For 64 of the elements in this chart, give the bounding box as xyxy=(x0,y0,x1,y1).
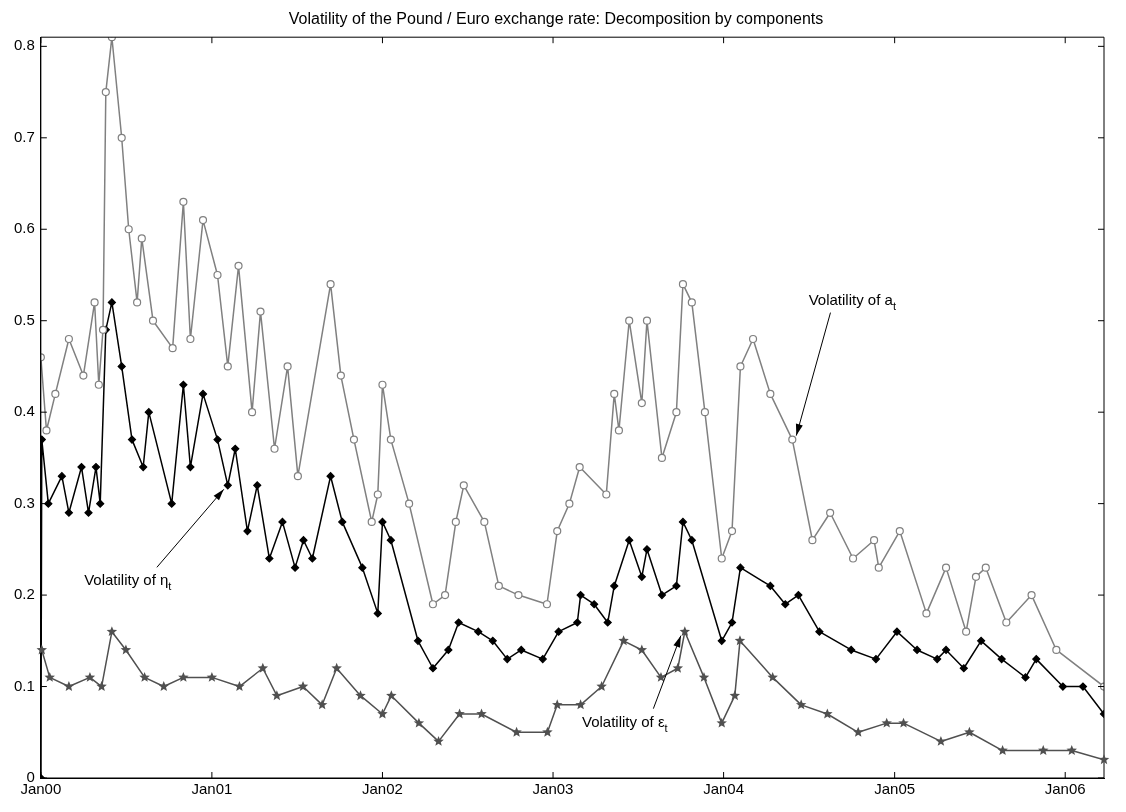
x-tick-label: Jan02 xyxy=(362,780,403,798)
point xyxy=(767,671,778,682)
x-tick-label: Jan04 xyxy=(703,780,745,798)
point xyxy=(511,726,522,737)
y-tick-label: 0.5 xyxy=(13,310,35,328)
point xyxy=(158,681,169,691)
point xyxy=(106,626,118,637)
point xyxy=(386,690,397,701)
point xyxy=(795,699,807,710)
point xyxy=(454,708,465,719)
point xyxy=(377,708,388,719)
y-tick-label: 0.2 xyxy=(13,585,35,603)
point xyxy=(413,717,425,728)
point xyxy=(852,726,864,737)
point xyxy=(1038,745,1049,756)
point xyxy=(596,681,607,691)
x-tick-label: Jan06 xyxy=(1044,780,1086,798)
point xyxy=(1066,745,1077,756)
point xyxy=(355,690,366,701)
point xyxy=(44,671,55,682)
point xyxy=(679,626,691,637)
point xyxy=(552,699,563,710)
point xyxy=(881,717,892,728)
point xyxy=(36,644,48,655)
point xyxy=(997,745,1008,756)
point xyxy=(316,699,328,710)
x-tick-label: Jan05 xyxy=(874,780,916,798)
point xyxy=(734,635,746,646)
point xyxy=(898,717,909,728)
point xyxy=(476,708,487,719)
point xyxy=(542,726,553,737)
point xyxy=(729,690,741,701)
x-tick-label: Jan01 xyxy=(191,780,233,798)
y-tick-label: 0.8 xyxy=(13,36,35,54)
point xyxy=(84,671,96,682)
point xyxy=(1098,754,1110,765)
point xyxy=(331,662,342,673)
point xyxy=(964,726,975,737)
point xyxy=(206,671,218,682)
point xyxy=(234,681,245,691)
point xyxy=(618,635,629,646)
point xyxy=(96,681,107,691)
point xyxy=(822,708,833,719)
point xyxy=(672,662,684,673)
point xyxy=(139,671,150,682)
y-tick-label: 0.7 xyxy=(13,127,35,145)
y-tick-label: 0.1 xyxy=(13,676,35,694)
point xyxy=(297,681,309,691)
point xyxy=(271,690,283,701)
point xyxy=(257,662,269,673)
chart-title: Volatility of the Pound / Euro exchange rate: Decomposition by components xyxy=(288,10,824,28)
point xyxy=(575,699,586,710)
point xyxy=(433,735,444,746)
point xyxy=(120,644,132,655)
x-tick-label: Jan03 xyxy=(532,780,574,798)
point xyxy=(636,644,648,655)
y-tick-label: 0.4 xyxy=(13,402,35,420)
y-tick-label: 0.3 xyxy=(13,493,35,511)
y-tick-label: 0 xyxy=(26,768,35,786)
point xyxy=(178,671,189,682)
y-tick-label: 0.6 xyxy=(13,219,35,237)
point xyxy=(935,735,947,746)
point xyxy=(716,717,727,728)
point xyxy=(698,671,710,682)
